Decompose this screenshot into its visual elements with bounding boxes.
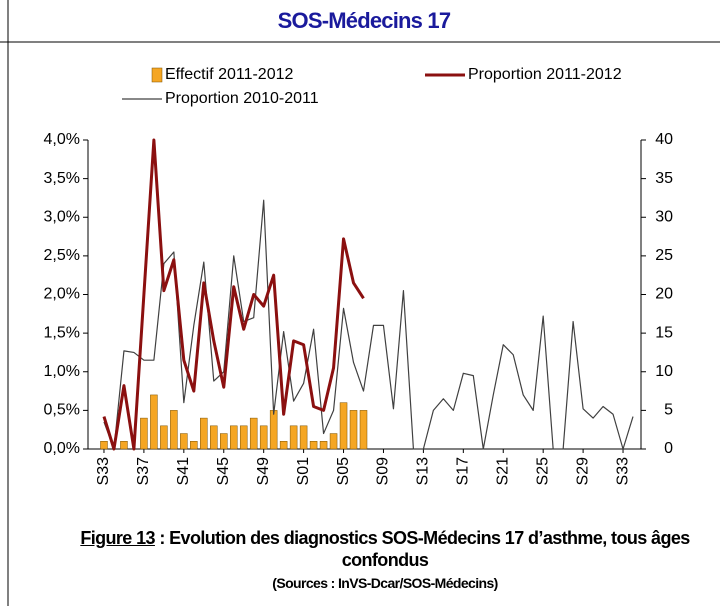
- x-tick-label: S25: [534, 457, 551, 486]
- y-tick-label: 0,0%: [44, 440, 80, 457]
- y-tick-label: 3,5%: [44, 170, 80, 187]
- bar: [120, 441, 128, 450]
- bar: [299, 425, 308, 450]
- x-tick-label: S21: [494, 457, 511, 486]
- x-tick-label: S33: [95, 457, 112, 486]
- y-tick-label: 2,0%: [44, 286, 80, 303]
- x-tick-label: S41: [175, 457, 192, 486]
- bar: [170, 410, 178, 450]
- line: [102, 138, 365, 451]
- x-tick-label: S13: [415, 457, 432, 486]
- caption-label: Figure 13: [80, 528, 155, 548]
- caption-text: : Evolution des diagnostics SOS-Médecins…: [154, 528, 690, 570]
- y-tick-label: 2,5%: [44, 247, 80, 264]
- bar: [359, 410, 368, 450]
- bar: [200, 417, 208, 450]
- x-tick-label: S45: [215, 457, 232, 486]
- y2-tick-label: 40: [655, 131, 673, 148]
- caption-sources: (Sources : InVS-Dcar/SOS-Médecins): [272, 575, 498, 591]
- y-tick-label: 1,5%: [44, 324, 80, 341]
- bar: [269, 410, 278, 450]
- x-tick-label: S01: [295, 457, 312, 486]
- bar: [220, 433, 228, 450]
- bar: [259, 425, 268, 450]
- bar: [229, 425, 238, 450]
- x-tick-label: S17: [455, 457, 472, 486]
- bar: [309, 441, 318, 450]
- y-tick-label: 1,0%: [44, 363, 80, 380]
- y2-tick-label: 35: [655, 170, 673, 187]
- bar: [319, 441, 328, 450]
- y-tick-label: 3,0%: [44, 208, 80, 225]
- caption: Figure 13 : Evolution des diagnostics SO…: [60, 527, 710, 593]
- bar: [190, 441, 198, 450]
- bar: [210, 425, 218, 450]
- bar: [279, 441, 288, 450]
- y2-tick-label: 20: [655, 286, 673, 303]
- y2-tick-label: 25: [655, 247, 673, 264]
- bar: [180, 433, 188, 450]
- y2-tick-label: 5: [664, 402, 673, 419]
- y2-tick-label: 10: [655, 363, 673, 380]
- y2-tick-label: 30: [655, 208, 673, 225]
- legend-swatch: [151, 67, 163, 83]
- chart-title: SOS-Médecins 17: [278, 8, 451, 33]
- bar: [249, 417, 258, 450]
- x-tick-label: S05: [335, 457, 352, 486]
- x-tick-label: S49: [255, 457, 272, 486]
- y-tick-label: 4,0%: [44, 131, 80, 148]
- x-tick-label: S33: [614, 457, 631, 486]
- y2-tick-label: 0: [664, 440, 673, 457]
- x-tick-label: S37: [135, 457, 152, 486]
- bar: [289, 425, 298, 450]
- bar: [329, 433, 338, 450]
- bar: [160, 425, 168, 450]
- bar: [100, 441, 108, 450]
- bar: [339, 402, 348, 450]
- legend-label: Proportion 2011-2012: [468, 66, 622, 83]
- y-tick-label: 0,5%: [44, 402, 80, 419]
- bar: [140, 417, 148, 450]
- legend-label: Effectif 2011-2012: [165, 66, 293, 83]
- legend-label: Proportion 2010-2011: [165, 90, 319, 107]
- bar: [150, 394, 158, 450]
- line: [103, 199, 634, 450]
- x-tick-label: S29: [574, 457, 591, 486]
- bar: [239, 425, 248, 450]
- y2-tick-label: 15: [655, 324, 673, 341]
- bar: [349, 410, 358, 450]
- x-tick-label: S09: [375, 457, 392, 486]
